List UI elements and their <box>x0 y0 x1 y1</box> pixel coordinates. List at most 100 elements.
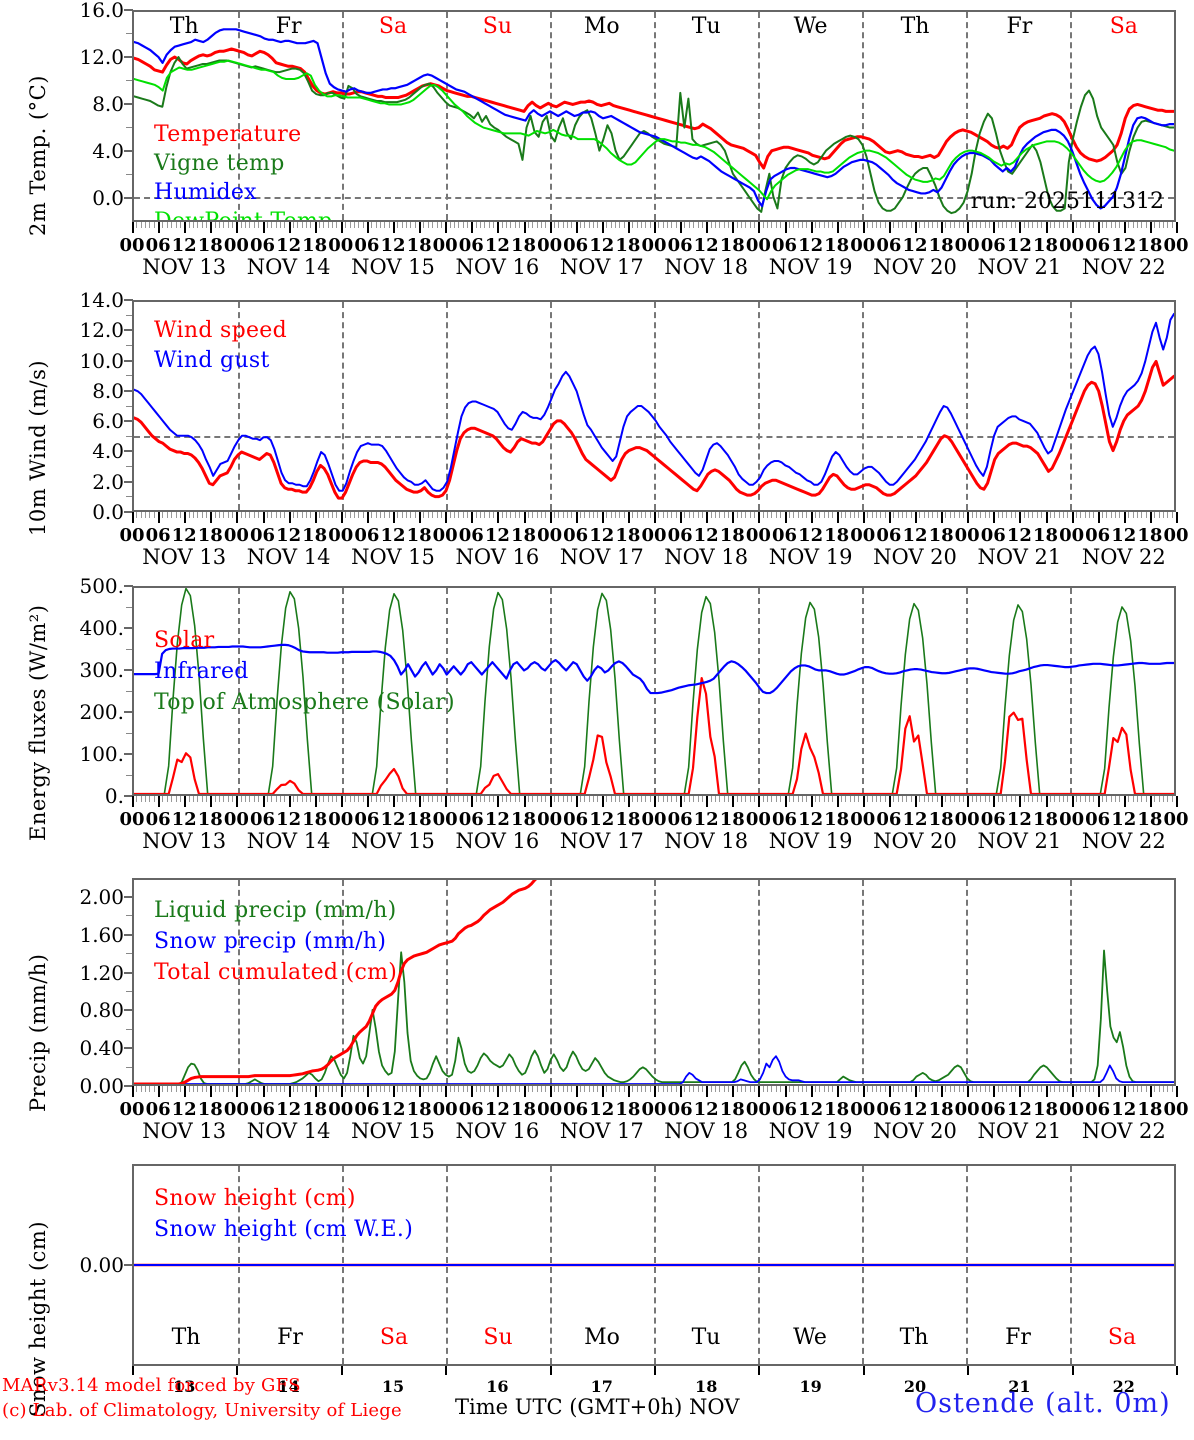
x-tick-minor <box>1110 512 1112 518</box>
x-tick-minor <box>179 796 181 802</box>
x-tick-minor <box>845 512 847 518</box>
x-tick-minor <box>1023 796 1025 802</box>
x-tick-major <box>862 1086 865 1097</box>
x-tick-minor <box>310 512 312 518</box>
x-hour-label: 12 <box>171 525 197 546</box>
x-tick-minor <box>775 222 777 228</box>
x-tick-minor <box>1110 1086 1112 1092</box>
x-tick-minor <box>1041 1086 1043 1092</box>
x-tick-minor <box>188 222 190 228</box>
x-tick-minor <box>958 796 960 802</box>
x-tick-major <box>419 512 422 523</box>
x-tick-minor <box>532 1086 534 1092</box>
x-tick-minor <box>375 222 377 228</box>
x-tick-minor <box>1067 222 1069 228</box>
x-tick-minor <box>358 1086 360 1092</box>
x-tick-minor <box>223 796 225 802</box>
x-date-label: NOV 15 <box>351 1119 435 1143</box>
x-tick-major <box>288 222 291 233</box>
x-tick-minor <box>1171 222 1173 228</box>
weekday-label-su: Su <box>482 14 513 39</box>
x-tick-minor <box>1023 512 1025 518</box>
x-tick-minor <box>828 796 829 802</box>
x-tick-minor <box>171 512 173 518</box>
x-tick-major <box>184 222 187 233</box>
x-tick-minor <box>297 796 299 802</box>
energy-ytick-mark <box>124 627 133 629</box>
x-tick-minor <box>688 796 690 802</box>
x-tick-minor <box>397 1086 399 1092</box>
x-hour-label: 06 <box>563 525 589 546</box>
x-tick-major <box>810 796 813 807</box>
precip-ytick-minor <box>126 1028 133 1030</box>
x-tick-minor <box>1136 512 1138 518</box>
x-tick-minor <box>632 1086 634 1092</box>
x-tick-minor <box>767 1086 769 1092</box>
x-tick-minor <box>1010 796 1012 802</box>
x-tick-minor <box>649 796 651 802</box>
x-tick-minor <box>1106 1086 1108 1092</box>
snow-curves <box>134 1263 1174 1267</box>
day-gridline <box>1070 880 1072 1084</box>
x-tick-minor <box>240 222 242 228</box>
x-tick-major <box>732 796 735 807</box>
x-tick-major <box>888 512 891 523</box>
x-hour-label: 06 <box>980 525 1006 546</box>
x-tick-minor <box>1141 222 1143 228</box>
energy-ytick-label: 500. <box>79 574 124 598</box>
x-tick-minor <box>306 1086 307 1092</box>
x-tick-minor <box>697 512 699 518</box>
x-day-number: 19 <box>799 1377 822 1396</box>
x-tick-minor <box>353 222 355 228</box>
x-tick-major <box>340 512 343 523</box>
x-hour-label: 18 <box>928 235 954 256</box>
x-tick-minor <box>353 512 355 518</box>
x-hour-label: 18 <box>615 1099 641 1120</box>
x-hour-label: 18 <box>406 235 432 256</box>
x-date-label: NOV 19 <box>768 1119 853 1143</box>
x-tick-major <box>967 796 970 807</box>
x-date-label: NOV 21 <box>977 545 1062 569</box>
x-hour-labels: 00 06 12 18 00 06 12 18 00 06 12 18 00 06 12 18 00 06 12 18… <box>119 523 1188 546</box>
x-tick-major <box>1097 796 1100 807</box>
x-tick-minor <box>745 1086 747 1092</box>
wind-ytick-minor <box>126 344 133 346</box>
x-tick-minor <box>749 512 751 518</box>
legend-item-snow-precip-mm-h: Snow precip (mm/h) <box>154 929 387 954</box>
x-tick-minor <box>945 1086 947 1092</box>
x-tick-major <box>523 1086 526 1097</box>
x-tick-minor <box>1054 796 1056 802</box>
x-tick-minor <box>1089 512 1090 518</box>
x-tick-minor <box>727 796 729 802</box>
wind-ytick-mark <box>124 299 133 301</box>
x-tick-minor <box>458 796 460 802</box>
x-tick-minor <box>271 796 273 802</box>
x-tick-minor <box>949 796 951 802</box>
weekday-label-we: We <box>793 14 828 39</box>
x-tick-minor <box>897 796 899 802</box>
x-hour-label: 12 <box>380 235 406 256</box>
energy-ytick-mark <box>124 753 133 755</box>
x-tick-minor <box>223 512 225 518</box>
x-tick-minor <box>536 512 538 518</box>
x-tick-minor <box>480 512 481 518</box>
x-tick-minor <box>819 512 821 518</box>
precip-ytick-minor <box>126 953 133 955</box>
x-hour-label: 12 <box>380 809 406 830</box>
x-tick-minor <box>323 1086 325 1092</box>
x-tick-major <box>445 512 448 523</box>
x-tick-minor <box>775 512 777 518</box>
x-tick-minor <box>858 222 860 228</box>
x-tick-major <box>1097 512 1100 523</box>
x-tick-minor <box>1119 796 1121 802</box>
x-tick-minor <box>658 222 660 228</box>
x-tick-major <box>471 512 474 523</box>
legend-item-vigne-temp: Vigne temp <box>154 151 285 176</box>
temperature-ytick-mark <box>124 150 133 153</box>
x-tick-minor <box>623 796 625 802</box>
x-hour-label: 00 <box>1059 1099 1085 1120</box>
x-day-number: 20 <box>903 1377 927 1396</box>
x-tick-minor <box>1006 1086 1008 1092</box>
x-tick-minor <box>710 222 712 228</box>
x-tick-minor <box>362 222 364 228</box>
